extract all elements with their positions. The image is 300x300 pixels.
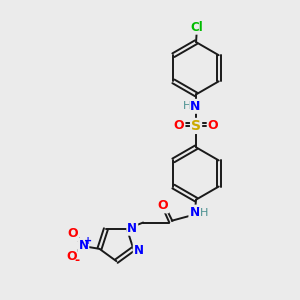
Text: N: N [190,100,201,113]
Text: Cl: Cl [190,21,203,34]
Text: O: O [208,119,218,132]
Text: H: H [183,101,191,111]
Text: O: O [174,119,184,132]
Text: O: O [68,227,78,241]
Text: N: N [127,222,137,235]
Text: N: N [134,244,144,256]
Text: H: H [200,208,208,218]
Text: S: S [191,119,201,133]
Text: O: O [66,250,76,263]
Text: -: - [74,254,80,267]
Text: O: O [158,200,168,212]
Text: N: N [78,239,88,252]
Text: N: N [189,206,200,219]
Text: +: + [84,236,92,245]
